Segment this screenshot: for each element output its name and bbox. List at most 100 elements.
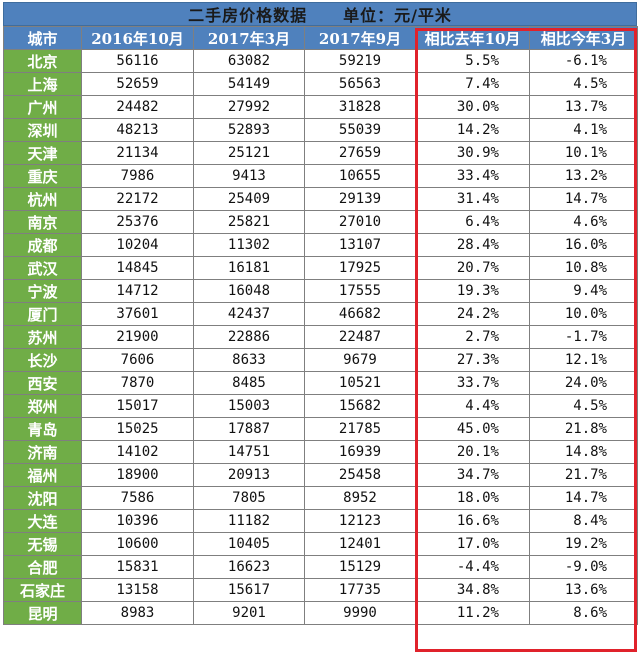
- price-mar-2017-cell: 63082: [193, 49, 305, 73]
- header-oct-2016: 2016年10月: [81, 26, 194, 50]
- price-mar-2017-cell: 7805: [193, 486, 305, 510]
- city-cell: 北京: [3, 49, 82, 73]
- price-oct-2016-cell: 15025: [81, 417, 194, 441]
- table-row: 深圳 48213 52893 55039 14.2% 4.1%: [3, 118, 638, 142]
- change-vs-mar-cell: 24.0%: [529, 371, 638, 395]
- price-sep-2017-cell: 10655: [304, 164, 416, 188]
- price-mar-2017-cell: 8485: [193, 371, 305, 395]
- price-oct-2016-cell: 7606: [81, 348, 194, 372]
- change-vs-last-oct-cell: 20.7%: [415, 256, 530, 280]
- price-oct-2016-cell: 7870: [81, 371, 194, 395]
- city-cell: 青岛: [3, 417, 82, 441]
- city-cell: 西安: [3, 371, 82, 395]
- table-row: 武汉 14845 16181 17925 20.7% 10.8%: [3, 256, 638, 280]
- price-sep-2017-cell: 17555: [304, 279, 416, 303]
- price-mar-2017-cell: 52893: [193, 118, 305, 142]
- price-sep-2017-cell: 21785: [304, 417, 416, 441]
- price-oct-2016-cell: 14102: [81, 440, 194, 464]
- price-oct-2016-cell: 7986: [81, 164, 194, 188]
- city-cell: 宁波: [3, 279, 82, 303]
- city-cell: 无锡: [3, 532, 82, 556]
- change-vs-mar-cell: 14.7%: [529, 486, 638, 510]
- table-body: 北京 56116 63082 59219 5.5% -6.1% 上海 52659 54149 56…: [3, 49, 638, 625]
- table-row: 南京 25376 25821 27010 6.4% 4.6%: [3, 210, 638, 234]
- city-cell: 南京: [3, 210, 82, 234]
- city-cell: 成都: [3, 233, 82, 257]
- price-oct-2016-cell: 37601: [81, 302, 194, 326]
- price-oct-2016-cell: 10396: [81, 509, 194, 533]
- price-sep-2017-cell: 27010: [304, 210, 416, 234]
- change-vs-mar-cell: 12.1%: [529, 348, 638, 372]
- header-mar-2017: 2017年3月: [193, 26, 305, 50]
- change-vs-last-oct-cell: 16.6%: [415, 509, 530, 533]
- price-sep-2017-cell: 8952: [304, 486, 416, 510]
- price-sep-2017-cell: 15682: [304, 394, 416, 418]
- price-sep-2017-cell: 9679: [304, 348, 416, 372]
- table-row: 苏州 21900 22886 22487 2.7% -1.7%: [3, 325, 638, 349]
- change-vs-last-oct-cell: 5.5%: [415, 49, 530, 73]
- change-vs-last-oct-cell: 4.4%: [415, 394, 530, 418]
- price-mar-2017-cell: 25121: [193, 141, 305, 165]
- header-vs-last-oct: 相比去年10月: [415, 26, 530, 50]
- change-vs-mar-cell: 4.5%: [529, 72, 638, 96]
- price-mar-2017-cell: 16048: [193, 279, 305, 303]
- price-sep-2017-cell: 16939: [304, 440, 416, 464]
- price-oct-2016-cell: 48213: [81, 118, 194, 142]
- table-row: 沈阳 7586 7805 8952 18.0% 14.7%: [3, 486, 638, 510]
- table-row: 重庆 7986 9413 10655 33.4% 13.2%: [3, 164, 638, 188]
- change-vs-last-oct-cell: 45.0%: [415, 417, 530, 441]
- table-row: 合肥 15831 16623 15129 -4.4% -9.0%: [3, 555, 638, 579]
- table-row: 北京 56116 63082 59219 5.5% -6.1%: [3, 49, 638, 73]
- city-cell: 石家庄: [3, 578, 82, 602]
- change-vs-last-oct-cell: 28.4%: [415, 233, 530, 257]
- table-row: 西安 7870 8485 10521 33.7% 24.0%: [3, 371, 638, 395]
- price-mar-2017-cell: 11182: [193, 509, 305, 533]
- price-mar-2017-cell: 17887: [193, 417, 305, 441]
- change-vs-last-oct-cell: 27.3%: [415, 348, 530, 372]
- table-row: 成都 10204 11302 13107 28.4% 16.0%: [3, 233, 638, 257]
- price-oct-2016-cell: 8983: [81, 601, 194, 625]
- price-table-sheet: 二手房价格数据 单位：元/平米 城市 2016年10月 2017年3月 2017…: [3, 2, 638, 652]
- change-vs-mar-cell: 21.8%: [529, 417, 638, 441]
- change-vs-mar-cell: 4.1%: [529, 118, 638, 142]
- city-cell: 杭州: [3, 187, 82, 211]
- table-row: 天津 21134 25121 27659 30.9% 10.1%: [3, 141, 638, 165]
- change-vs-mar-cell: 16.0%: [529, 233, 638, 257]
- price-oct-2016-cell: 21134: [81, 141, 194, 165]
- change-vs-mar-cell: -1.7%: [529, 325, 638, 349]
- table-row: 广州 24482 27992 31828 30.0% 13.7%: [3, 95, 638, 119]
- price-sep-2017-cell: 25458: [304, 463, 416, 487]
- price-oct-2016-cell: 24482: [81, 95, 194, 119]
- table-row: 青岛 15025 17887 21785 45.0% 21.8%: [3, 417, 638, 441]
- city-cell: 合肥: [3, 555, 82, 579]
- price-mar-2017-cell: 42437: [193, 302, 305, 326]
- change-vs-mar-cell: 8.4%: [529, 509, 638, 533]
- change-vs-mar-cell: 10.0%: [529, 302, 638, 326]
- change-vs-last-oct-cell: 24.2%: [415, 302, 530, 326]
- price-oct-2016-cell: 15831: [81, 555, 194, 579]
- price-oct-2016-cell: 21900: [81, 325, 194, 349]
- price-sep-2017-cell: 15129: [304, 555, 416, 579]
- price-table: 城市 2016年10月 2017年3月 2017年9月 相比去年10月 相比今年…: [3, 26, 638, 625]
- change-vs-mar-cell: -9.0%: [529, 555, 638, 579]
- table-row: 大连 10396 11182 12123 16.6% 8.4%: [3, 509, 638, 533]
- table-title-bar: 二手房价格数据 单位：元/平米: [3, 2, 637, 26]
- city-cell: 大连: [3, 509, 82, 533]
- price-oct-2016-cell: 14845: [81, 256, 194, 280]
- city-cell: 郑州: [3, 394, 82, 418]
- price-mar-2017-cell: 8633: [193, 348, 305, 372]
- price-mar-2017-cell: 9201: [193, 601, 305, 625]
- price-oct-2016-cell: 13158: [81, 578, 194, 602]
- change-vs-mar-cell: 4.6%: [529, 210, 638, 234]
- city-cell: 重庆: [3, 164, 82, 188]
- change-vs-last-oct-cell: 18.0%: [415, 486, 530, 510]
- change-vs-last-oct-cell: 30.0%: [415, 95, 530, 119]
- price-oct-2016-cell: 10204: [81, 233, 194, 257]
- table-row: 福州 18900 20913 25458 34.7% 21.7%: [3, 463, 638, 487]
- price-oct-2016-cell: 7586: [81, 486, 194, 510]
- change-vs-last-oct-cell: 30.9%: [415, 141, 530, 165]
- price-oct-2016-cell: 52659: [81, 72, 194, 96]
- change-vs-mar-cell: 10.1%: [529, 141, 638, 165]
- price-sep-2017-cell: 46682: [304, 302, 416, 326]
- change-vs-last-oct-cell: 31.4%: [415, 187, 530, 211]
